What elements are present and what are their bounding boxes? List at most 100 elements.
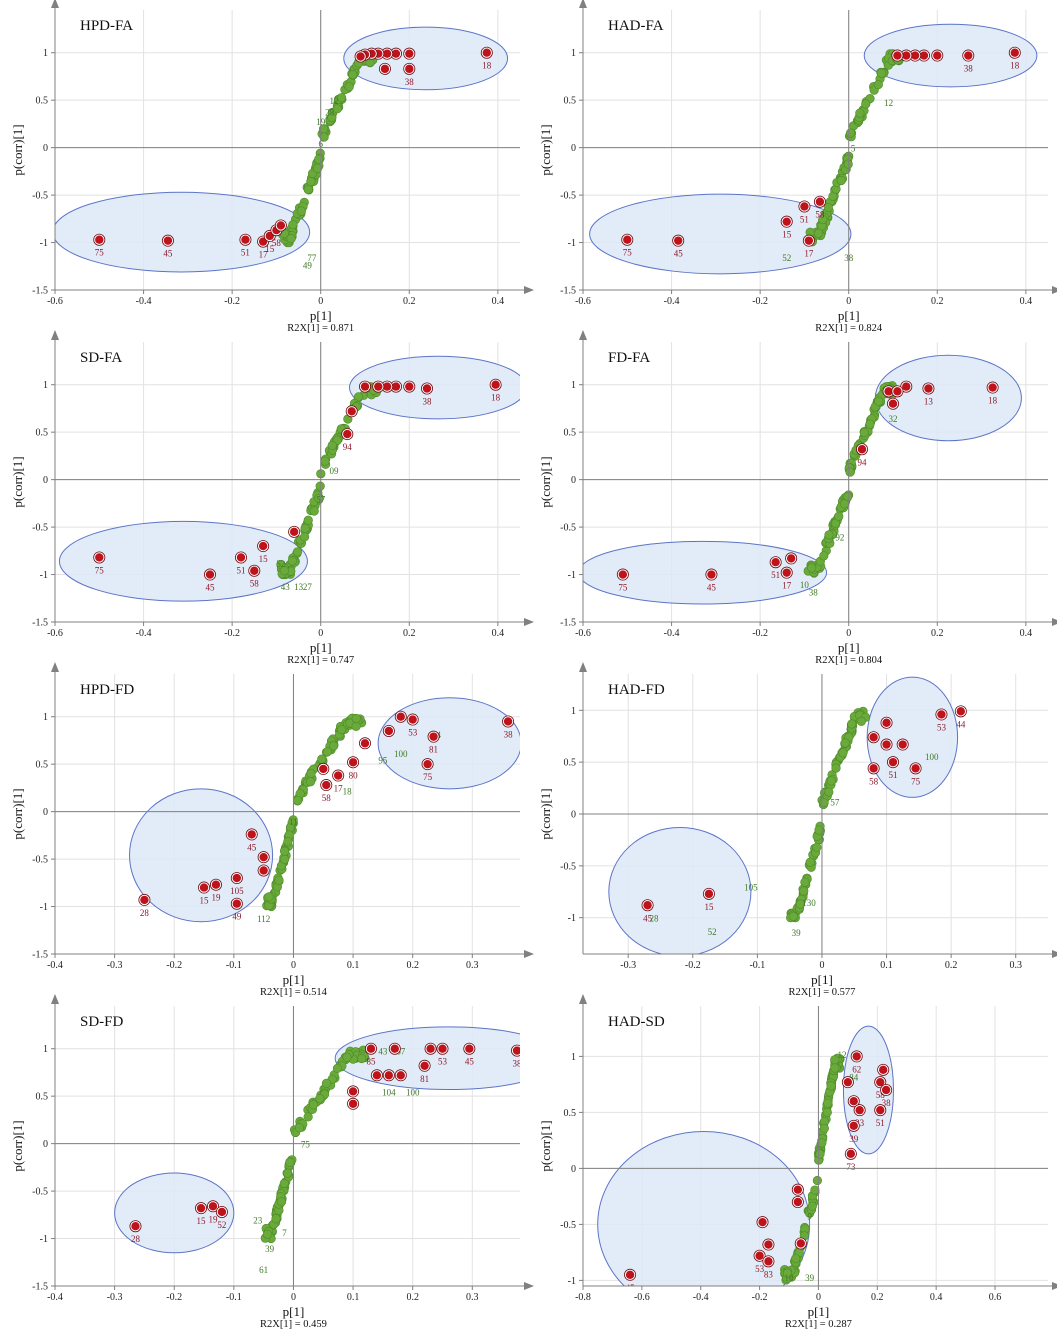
variable-point: [845, 467, 855, 477]
highlighted-label: 49: [232, 912, 242, 922]
x-tick-label: -0.4: [136, 296, 152, 307]
group-ellipse: [589, 193, 852, 275]
variable-point: [874, 396, 884, 406]
highlighted-label: 53: [937, 722, 947, 732]
highlighted-point: [852, 1052, 861, 1061]
variable-point: [296, 206, 306, 216]
highlighted-label: 17: [804, 249, 814, 259]
highlighted-label: 75: [618, 583, 628, 593]
y-tick-label: 0: [571, 810, 576, 821]
x-axis-label: p[1]: [811, 972, 833, 987]
highlighted-point: [704, 889, 714, 899]
variable-point: [840, 738, 850, 748]
highlighted-point: [333, 771, 343, 780]
highlighted-point: [793, 1197, 803, 1207]
highlighted-point: [348, 1099, 358, 1108]
highlighted-label: 51: [889, 770, 898, 780]
variable-point: [824, 787, 834, 797]
x-tick-label: 0.1: [347, 1292, 360, 1303]
highlighted-point: [815, 197, 825, 206]
highlighted-point: [196, 1203, 206, 1213]
highlighted-label: 85: [366, 1057, 376, 1067]
variable-point: [283, 1168, 293, 1178]
highlighted-label: 18: [482, 61, 492, 71]
variable-point: [293, 795, 303, 806]
variable-point: [826, 1081, 836, 1091]
y-tick-label: 1: [571, 1052, 576, 1063]
highlighted-point: [843, 1077, 853, 1087]
x-tick-label: -0.3: [107, 960, 123, 971]
y-axis-label: p(corr)[1]: [10, 456, 25, 507]
highlighted-point: [956, 707, 966, 716]
variable-label: 130: [802, 898, 816, 908]
highlighted-point: [429, 732, 438, 741]
highlighted-point: [491, 380, 500, 389]
variable-label: 18: [343, 787, 353, 797]
highlighted-label: 13: [924, 397, 934, 407]
highlighted-point: [793, 1185, 803, 1194]
y-tick-label: -1: [568, 1276, 576, 1287]
y-tick-label: -0.5: [560, 1220, 576, 1231]
highlighted-label: 15: [259, 554, 269, 564]
variable-label: 10: [800, 580, 810, 590]
x-axis-arrow: [1052, 286, 1057, 294]
y-axis-arrow: [51, 0, 59, 8]
chart-panel-5: 4410095181121128151910549453881755380175…: [10, 662, 534, 998]
y-tick-label: -0.5: [560, 523, 576, 534]
variable-label: 13: [294, 582, 304, 592]
highlighted-point: [405, 382, 414, 391]
y-tick-label: -1.5: [32, 950, 48, 961]
x-tick-label: 0.2: [403, 628, 416, 639]
x-tick-label: 0.3: [466, 1292, 479, 1303]
variable-point: [834, 511, 844, 521]
r2x-label: R2X[1] = 0.804: [815, 655, 883, 666]
highlighted-label: 45: [643, 913, 653, 923]
x-tick-label: -0.4: [47, 960, 63, 971]
variable-label: 39: [805, 1273, 815, 1283]
variable-point: [276, 1197, 286, 1207]
variable-point: [336, 93, 347, 103]
variable-point: [845, 128, 856, 138]
variable-label: 52: [782, 253, 791, 263]
highlighted-label: 45: [707, 583, 717, 593]
highlighted-point: [881, 1085, 891, 1095]
highlighted-point: [937, 710, 946, 719]
highlighted-point: [902, 51, 911, 60]
x-tick-label: 0.2: [945, 960, 958, 971]
variable-point: [823, 203, 833, 213]
variable-label: 12: [330, 96, 339, 106]
variable-point: [876, 68, 887, 78]
highlighted-label: 81: [420, 1074, 429, 1084]
x-axis-arrow: [524, 618, 534, 626]
highlighted-label: 58: [322, 793, 332, 803]
variable-point: [319, 132, 329, 142]
x-tick-label: 0: [816, 1292, 821, 1303]
y-tick-label: -0.5: [32, 855, 48, 866]
variable-point: [332, 1063, 343, 1073]
highlighted-point: [396, 1071, 405, 1080]
variable-point: [309, 506, 319, 516]
y-tick-label: -1: [40, 902, 48, 913]
variable-point: [847, 719, 857, 729]
r2x-label: R2X[1] = 0.824: [815, 323, 883, 334]
variable-point: [315, 1093, 325, 1104]
highlighted-label: 38: [964, 64, 974, 74]
highlighted-point: [988, 383, 997, 392]
plot-area: 28 52 105 39 130 57 100 45 15 44 53 75 58 51: [608, 676, 967, 954]
highlighted-point: [849, 1121, 858, 1131]
highlighted-point: [882, 740, 891, 749]
variable-point: [305, 777, 316, 787]
chart-title: HPD-FA: [80, 18, 133, 34]
variable-point: [342, 1052, 352, 1062]
variable-point: [819, 1123, 829, 1133]
highlighted-label: 15: [200, 896, 210, 906]
highlighted-point: [420, 1061, 429, 1070]
variable-point: [830, 1063, 840, 1073]
highlighted-point: [846, 1149, 856, 1159]
variable-point: [327, 440, 337, 451]
x-tick-label: 0.2: [406, 960, 419, 971]
variable-point: [294, 1123, 305, 1133]
highlighted-point: [208, 1202, 218, 1211]
highlighted-point: [882, 718, 891, 727]
variable-label: 12: [837, 1050, 846, 1060]
